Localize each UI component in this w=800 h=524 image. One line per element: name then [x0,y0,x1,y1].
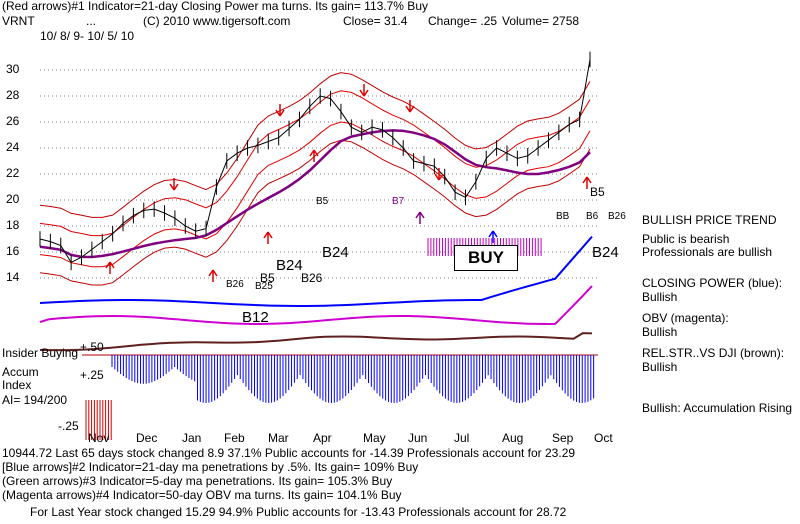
trend-title: BULLISH PRICE TREND [642,213,777,227]
y-tick-label: 24 [6,140,20,154]
obv-value: Bullish [642,325,678,339]
obv-title: OBV (magenta): [642,311,729,325]
band-line [39,90,591,237]
y-tick-label: 14 [6,270,20,284]
x-month-label: Jan [182,431,202,445]
buy-signal-box: BUY [454,245,518,271]
signal-arrow [488,230,498,243]
b24-annotation: B24 [322,244,349,261]
y-tick-label: 22 [6,166,20,180]
x-month-label: Nov [88,431,110,445]
x-month-label: Aug [502,431,524,445]
relstr-value: Bullish [642,360,678,374]
band-line [39,72,591,218]
signal-arrow [208,269,218,282]
ticker-dots: ... [86,14,97,28]
x-month-label: Dec [136,431,158,445]
accum-minus25-label: -.25 [58,419,79,433]
x-month-label: Sep [552,431,574,445]
footer-indicator4: (Magenta arrows)#4 Indicator=50-day OBV … [2,488,402,502]
b12-annotation: B12 [242,309,269,326]
signal-arrow [582,176,592,189]
b26-sep-annotation: B26 [608,211,626,222]
y-tick-label: 20 [6,192,20,206]
accum-label: Accum [2,365,39,379]
y-tick-label: 18 [6,218,20,232]
accumulation-status: Bullish: Accumulation Rising [642,401,793,415]
insider-label: Insider Buying [2,346,79,360]
closing-power-line [39,235,593,307]
public-status: Public is bearish [642,232,730,246]
signal-arrow [359,84,369,97]
header-indicator1: (Red arrows)#1 Indicator=21-day Closing … [2,0,428,13]
footer-indicator2: [Blue arrows]#2 Indicator=21-day ma pene… [2,460,419,474]
signal-arrow [415,211,425,224]
footer-last-year: For Last Year stock changed 15.29 94.9% … [30,505,567,519]
close-line [39,59,591,264]
b7-annotation: B7 [392,196,405,207]
date-range: 10/ 8/ 9- 10/ 5/ 10 [40,29,135,43]
b24-annotation-right: B24 [592,244,619,261]
x-month-label: May [363,431,386,445]
ticker-symbol: VRNT [2,14,35,28]
close-value: Close= 31.4 [343,14,408,28]
b6-sep-annotation: B6 [586,211,599,222]
signal-arrow [263,231,273,244]
signal-arrow [105,261,115,274]
signal-arrow [405,100,415,113]
change-value: Change= .25 [428,14,498,28]
x-month-label: Oct [594,431,613,445]
y-tick-label: 16 [6,244,20,258]
obv-line [39,285,593,326]
closing-power-title: CLOSING POWER (blue): [642,276,783,290]
x-month-label: Apr [313,431,332,445]
ma-50day [39,129,591,259]
copyright: (C) 2010 www.tigersoft.com [143,14,291,28]
b26-annotation: B26 [226,279,244,290]
accum-plus50-label: +.50 [80,340,104,354]
signal-arrow [275,104,285,117]
accum-plus25-label: +.25 [80,368,104,382]
signal-arrow [169,178,179,191]
relstr-title: REL.STR..VS DJI (brown): [642,346,785,360]
x-month-label: Jun [408,431,428,445]
b5-sep-annotation: B5 [590,185,605,199]
x-month-label: Feb [224,431,245,445]
b24-annotation-2: B24 [276,257,303,274]
bb-annotation: BB [556,211,570,222]
b5-annotation: B5 [260,271,275,285]
y-tick-label: 26 [6,114,20,128]
band-line [39,139,591,286]
ai-label: AI= 194/200 [2,393,68,407]
signal-arrow [309,149,319,162]
x-month-label: Jul [454,431,470,445]
y-tick-label: 30 [6,62,20,76]
closing-power-value: Bullish [642,290,678,304]
professionals-status: Professionals are bullish [642,245,773,259]
index-label: Index [2,378,32,392]
b5-may-annotation: B5 [316,196,329,207]
b26-annotation-2: B26 [301,271,323,285]
footer-indicator3: (Green arrows)#3 Indicator=5-day ma pene… [2,474,393,488]
relstr-line [39,332,593,352]
x-month-label: Mar [268,431,289,445]
b25-annotation: B25 [255,281,273,292]
volume-value: Volume= 2758 [502,14,580,28]
signal-arrow [434,168,444,181]
y-tick-label: 28 [6,88,20,102]
footer-65day: 10944.72 Last 65 days stock changed 8.9 … [2,446,576,460]
